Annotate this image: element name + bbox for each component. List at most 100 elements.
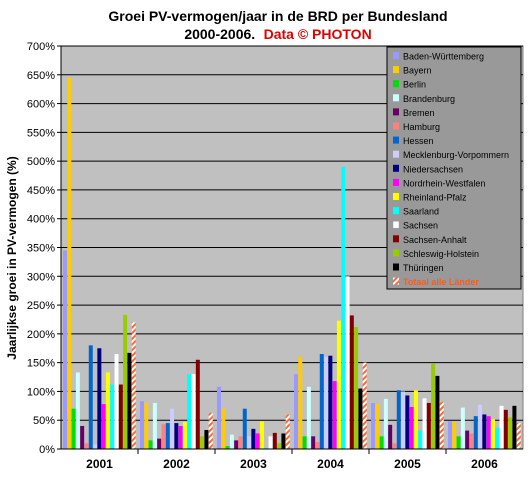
bar-bayern-2005 [375, 404, 380, 449]
bar-totaal-alle-l-nder-2001 [131, 322, 136, 449]
bar-niedersachsen-2003 [251, 428, 256, 449]
bar-bremen-2006 [465, 430, 470, 449]
y-tick-label: 700% [27, 41, 55, 53]
bar-brandenburg-2005 [383, 398, 388, 449]
legend-label: Nordrhein-Westfalen [403, 178, 485, 188]
bar-berlin-2002 [148, 440, 153, 449]
y-tick-label: 400% [27, 214, 55, 226]
bar-mecklenburg-vorpommern-2005 [401, 391, 406, 449]
bar-berlin-2005 [379, 436, 384, 449]
legend-label: Sachsen-Anhalt [403, 235, 467, 245]
x-axis-ticks: 2001 2002 2003 2004 2005 2006 [86, 449, 498, 471]
x-tick-label: 2001 [86, 457, 113, 471]
bar-rheinland-pfalz-2002 [182, 421, 187, 449]
legend-swatch [393, 136, 399, 144]
bar-brandenburg-2006 [460, 407, 465, 449]
bar-hessen-2004 [319, 354, 324, 449]
bar-th-ringen-2006 [512, 405, 517, 449]
legend-label: Saarland [403, 207, 439, 217]
y-axis-ticks: 0% 50% 100% 150% 200% 250% 300% 350% 400% 450% 500… [27, 41, 61, 456]
legend-label: Mecklenburg-Vorpommern [403, 150, 509, 160]
bar-mecklenburg-vorpommern-2006 [478, 404, 483, 449]
bar-brandenburg-2003 [229, 434, 234, 449]
legend-label: Rheinland-Pfalz [403, 193, 467, 203]
bar-hamburg-2003 [238, 436, 243, 449]
bar-berlin-2006 [456, 436, 461, 449]
bar-niedersachsen-2004 [328, 355, 333, 449]
bar-bremen-2004 [311, 436, 316, 449]
legend-swatch [393, 235, 399, 243]
legend-label: Bremen [403, 108, 435, 118]
bar-schleswig-holstein-2003 [277, 443, 282, 449]
y-tick-label: 600% [27, 99, 55, 111]
bar-hamburg-2002 [161, 424, 166, 449]
legend-label: Bayern [403, 66, 432, 76]
bar-berlin-2004 [302, 436, 307, 449]
legend-swatch [392, 220, 400, 229]
bar-bremen-2001 [80, 425, 85, 449]
legend-label: Sachsen [403, 221, 438, 231]
legend-swatch [393, 122, 399, 130]
bar-sachsen-anhalt-2006 [503, 409, 508, 449]
bar-th-ringen-2004 [358, 388, 363, 449]
bar-baden-w-rttemberg-2005 [371, 402, 375, 449]
legend-swatch [393, 108, 399, 116]
bar-nordrhein-westfalen-2002 [178, 425, 183, 449]
legend-swatch [393, 94, 399, 102]
bar-schleswig-holstein-2005 [431, 363, 436, 449]
legend-swatch [393, 249, 399, 257]
bar-niedersachsen-2005 [405, 395, 410, 449]
legend-swatch [393, 277, 399, 285]
legend-label: Baden-Württemberg [403, 52, 484, 62]
y-tick-label: 0% [39, 444, 55, 456]
bar-bremen-2003 [234, 440, 239, 449]
bar-rheinland-pfalz-2001 [105, 372, 110, 449]
bar-mecklenburg-vorpommern-2003 [247, 436, 252, 449]
bar-saarland-2005 [418, 430, 423, 449]
bar-nordrhein-westfalen-2005 [409, 406, 414, 449]
legend-label: Totaal alle Länder [403, 277, 479, 287]
bar-bayern-2001 [67, 77, 72, 450]
bar-hamburg-2004 [315, 442, 320, 449]
bar-th-ringen-2002 [204, 430, 209, 449]
legend-swatch [393, 207, 399, 215]
y-tick-label: 300% [27, 271, 55, 283]
legend-box [386, 46, 522, 290]
bar-berlin-2003 [225, 446, 230, 449]
bar-sachsen-2003 [268, 436, 273, 449]
bar-saarland-2003 [264, 447, 269, 449]
bar-rheinland-pfalz-2003 [259, 421, 264, 449]
bar-bayern-2002 [144, 402, 149, 449]
bar-sachsen-anhalt-2004 [349, 315, 354, 449]
bar-baden-w-rttemberg-2006 [448, 421, 452, 449]
bar-hamburg-2001 [84, 443, 89, 449]
bar-bayern-2003 [221, 408, 226, 449]
legend-swatch [393, 52, 399, 59]
y-tick-label: 200% [27, 329, 55, 341]
legend-label: Hessen [403, 136, 434, 146]
x-tick-label: 2003 [240, 457, 267, 471]
bar-totaal-alle-l-nder-2005 [439, 401, 444, 449]
bar-saarland-2002 [187, 374, 192, 449]
legend-swatch [393, 164, 399, 172]
y-tick-label: 500% [27, 156, 55, 168]
bar-hamburg-2005 [392, 443, 397, 449]
bar-hessen-2006 [473, 416, 478, 449]
bar-nordrhein-westfalen-2004 [332, 381, 337, 449]
bar-rheinland-pfalz-2006 [490, 419, 495, 449]
y-tick-label: 550% [27, 127, 55, 139]
bar-bremen-2005 [388, 424, 393, 449]
legend-swatch [393, 66, 399, 74]
y-tick-label: 350% [27, 243, 55, 255]
bar-hessen-2005 [396, 390, 401, 449]
bar-schleswig-holstein-2004 [354, 326, 359, 449]
bar-nordrhein-westfalen-2006 [486, 416, 491, 449]
bar-saarland-2006 [495, 427, 500, 449]
y-tick-label: 50% [33, 415, 55, 427]
y-tick-label: 250% [27, 300, 55, 312]
bar-baden-w-rttemberg-2003 [217, 386, 221, 449]
bar-bayern-2006 [452, 421, 457, 449]
bar-totaal-alle-l-nder-2003 [285, 414, 290, 449]
bar-berlin-2001 [71, 408, 76, 449]
chart-title-line1: Groei PV-vermogen/jaar in de BRD per Bun… [108, 8, 447, 24]
